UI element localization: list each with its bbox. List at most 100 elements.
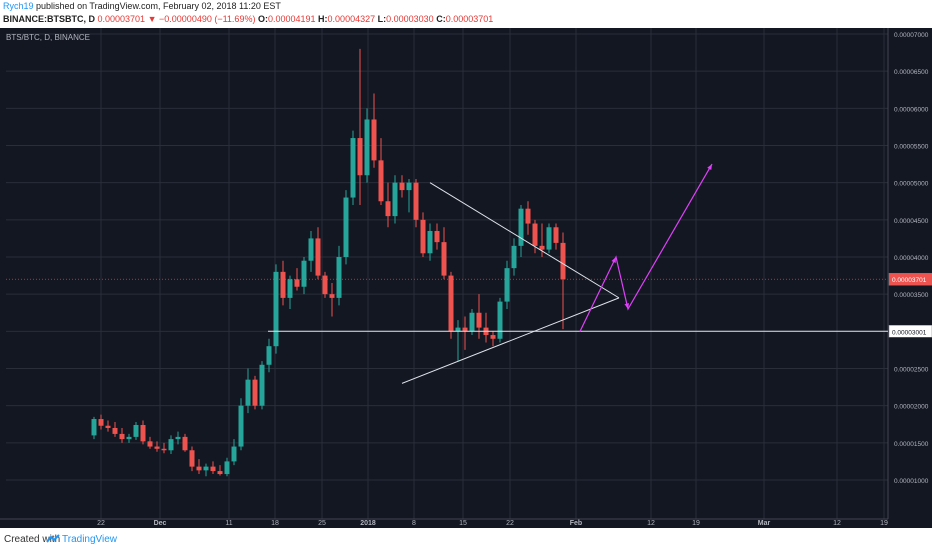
projection-arrow-target-icon — [707, 164, 712, 171]
candle-body — [462, 327, 468, 332]
candle-body — [154, 446, 160, 449]
candle-body — [343, 197, 349, 257]
close-value: 0.00003701 — [445, 14, 494, 24]
y-tick-label: 0.00001000 — [894, 478, 929, 485]
y-tick-label: 0.00002500 — [894, 367, 929, 374]
chart-grid — [6, 28, 888, 519]
candle-body — [434, 230, 440, 243]
x-tick-label: 22 — [506, 520, 514, 527]
y-tick-label: 0.00005000 — [894, 181, 929, 188]
candle-body — [378, 160, 384, 202]
candle-body — [560, 242, 566, 280]
candle-body — [413, 182, 419, 220]
candle-body — [476, 312, 482, 328]
chart-background — [0, 28, 932, 528]
candle-body — [287, 279, 293, 298]
y-tick-label: 0.00002000 — [894, 404, 929, 411]
candle-body — [553, 227, 559, 243]
candle-body — [315, 238, 321, 276]
x-tick-label: 8 — [412, 520, 416, 527]
y-tick-label: 0.00005500 — [894, 144, 929, 151]
candle-body — [329, 294, 335, 298]
open-label: O: — [257, 14, 268, 24]
current-price-label-bg — [888, 272, 932, 286]
candle-body — [196, 466, 202, 471]
candle-body — [91, 419, 97, 436]
y-tick-label: 0.00007000 — [894, 32, 929, 39]
y-tick-label: 0.00006500 — [894, 69, 929, 76]
candle-body — [308, 238, 314, 261]
candle-body — [294, 279, 300, 287]
close-label: C: — [436, 14, 446, 24]
symbol-label: BINANCE:BTSBTC, D — [3, 14, 95, 24]
candle-body — [266, 346, 272, 365]
candle-body — [518, 208, 524, 246]
published-text: published on TradingView.com, February 0… — [36, 1, 281, 11]
price-axis[interactable]: 0.00007000 0.00006500 0.00006000 0.00005500… — [887, 28, 932, 519]
candle-body — [546, 227, 552, 250]
projection-arrow-down-icon — [624, 303, 630, 310]
support-price-label-bg — [888, 325, 932, 338]
high-label: H: — [318, 14, 328, 24]
candle-body — [336, 257, 342, 298]
candle-body — [455, 327, 461, 332]
candle-body — [210, 466, 216, 472]
low-value: 0.00003030 — [386, 14, 434, 24]
candle-body — [168, 439, 174, 451]
candle-body — [532, 223, 538, 246]
trendline-upper — [429, 182, 620, 299]
x-tick-label: 11 — [225, 520, 232, 527]
candle-body — [245, 379, 251, 406]
support-price-label: 0.00003001 — [892, 329, 927, 336]
x-tick-label: 19 — [880, 520, 888, 527]
open-value: 0.00004191 — [267, 14, 316, 24]
candle-body — [161, 448, 167, 451]
price-chart[interactable]: 0.00007000 0.00006500 0.00006000 0.00005500… — [0, 28, 932, 528]
candle-body — [252, 379, 258, 406]
candle-body — [364, 119, 370, 176]
candle-body — [427, 230, 433, 254]
candle-body — [392, 182, 398, 217]
created-with-text: Created with — [4, 534, 61, 545]
candle-body — [238, 405, 244, 447]
candle-body — [511, 245, 517, 269]
y-tick-label: 0.00003500 — [894, 292, 929, 299]
candle-body — [217, 471, 223, 475]
candle-body — [399, 182, 405, 191]
x-tick-label: 22 — [97, 520, 105, 527]
publish-info: Rych19 published on TradingView.com, Feb… — [3, 1, 281, 11]
y-tick-label: 0.00001500 — [894, 441, 929, 448]
candle-body — [231, 446, 237, 462]
last-price: 0.00003701 — [97, 14, 146, 24]
x-tick-label: Feb — [570, 520, 582, 527]
candle-body — [504, 268, 510, 302]
candle-body — [490, 335, 496, 339]
candle-body — [406, 182, 412, 191]
time-axis[interactable]: 22 Dec 11 18 25 2018 8 15 22 Feb 12 19 Mar 12 19 — [0, 518, 888, 527]
projection-path — [579, 163, 713, 332]
candle-body — [497, 301, 503, 339]
candle-body — [385, 201, 391, 217]
trendline-lower — [401, 297, 620, 384]
footer: Created with TradingView — [0, 528, 932, 550]
x-tick-label: 2018 — [360, 520, 376, 527]
ohlc-bar: BINANCE:BTSBTC, D 0.00003701 ▼ −0.000004… — [3, 14, 493, 24]
publish-header: Rych19 published on TradingView.com, Feb… — [0, 0, 932, 28]
candle-body — [140, 424, 146, 442]
candle-body — [280, 271, 286, 298]
candle-body — [420, 219, 426, 254]
x-tick-label: 19 — [692, 520, 700, 527]
candle-body — [525, 208, 531, 224]
candle-body — [350, 138, 356, 198]
chart-title: BTS/BTC, D, BINANCE — [6, 33, 90, 42]
candle-body — [322, 275, 328, 295]
tradingview-link[interactable]: TradingView — [62, 534, 118, 545]
candle-body — [301, 260, 307, 287]
candle-body — [441, 242, 447, 276]
author-link[interactable]: Rych19 — [3, 1, 34, 11]
y-tick-label: 0.00006000 — [894, 106, 929, 113]
y-tick-label: 0.00004000 — [894, 255, 929, 262]
candle-body — [469, 312, 475, 332]
x-tick-label: 18 — [271, 520, 279, 527]
candle-body — [371, 119, 377, 161]
